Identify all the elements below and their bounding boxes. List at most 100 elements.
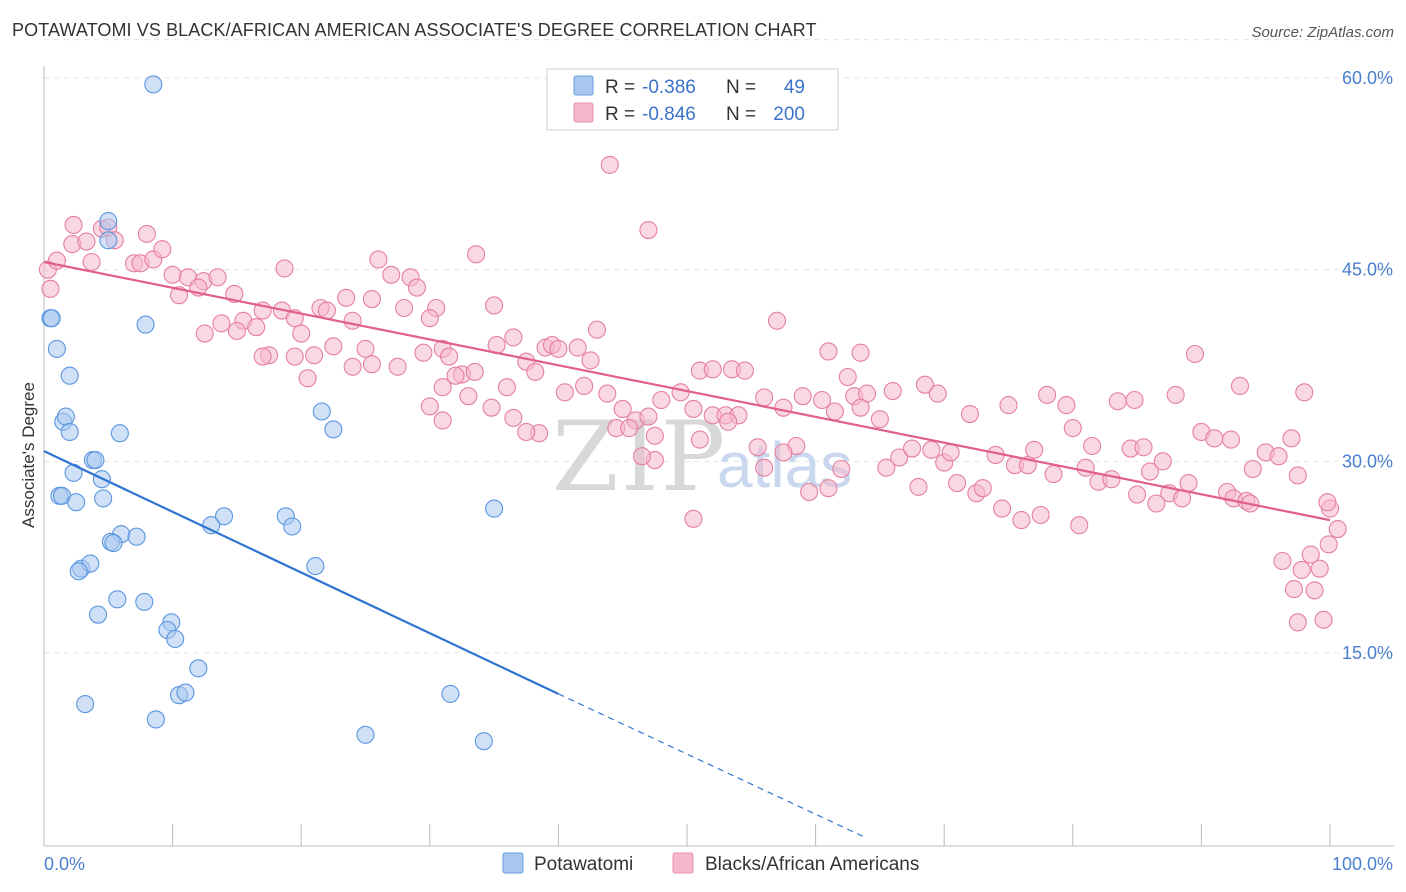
blacks-point [960,405,979,424]
blacks-point [433,411,452,430]
blacks-point [275,259,294,278]
blacks-point [414,343,433,362]
blacks-point [1288,466,1307,485]
blacks-point [800,482,819,502]
blacks-point [1310,559,1329,578]
blacks-point [343,311,362,330]
blacks-point [1319,535,1338,554]
legend-n-label: N = [726,77,756,98]
legend-swatch-blacks [573,102,594,123]
blacks-point [420,309,439,328]
potawatomi-point [108,590,127,609]
blacks-point [82,252,101,272]
blacks-point [1125,390,1144,410]
y-tick-label: 15.0% [1342,643,1393,663]
blacks-point [671,383,690,402]
blacks-point [195,324,214,343]
potawatomi-point [474,732,493,751]
blacks-point [1140,462,1160,481]
potawatomi-point [214,507,234,526]
blacks-point [163,265,182,284]
chart-title: POTAWATOMI VS BLACK/AFRICAN AMERICAN ASS… [12,20,817,40]
potawatomi-point [146,710,165,729]
blacks-point [1076,458,1095,477]
blacks-point [1292,560,1311,579]
potawatomi-point [88,605,108,624]
blacks-point [793,387,812,406]
blacks-point [465,362,484,381]
blacks-point [993,499,1012,518]
blacks-point [1057,396,1076,415]
blacks-point [382,265,401,284]
blacks-point [395,298,414,318]
blacks-point [1134,438,1153,457]
blacks-point [1301,545,1320,564]
potawatomi-point [69,562,88,581]
blacks-point [1102,470,1121,489]
blacks-point [305,346,324,365]
x-tick-label: 100.0% [1332,854,1393,874]
blacks-point [1282,429,1301,448]
potawatomi-point [60,366,79,385]
blacks-point [600,155,619,174]
potawatomi-point [60,422,79,441]
blacks-point [526,362,545,381]
blacks-point [652,390,671,410]
y-tick-label: 60.0% [1342,68,1393,88]
legend-n-value: 49 [784,77,805,98]
blacks-point [433,378,452,397]
legend-box [546,68,839,131]
potawatomi-point [94,489,113,508]
potawatomi-point [176,683,195,702]
blacks-point [812,390,832,410]
series-legend: Potawatomi Blacks/African Americans [502,852,919,875]
legend-n-value: 200 [773,104,805,125]
blacks-point [517,422,536,441]
blacks-point [819,342,838,361]
y-tick-labels: 15.0% 30.0% 45.0% 60.0% [1342,68,1393,663]
blacks-point [253,347,272,366]
potawatomi-point [189,659,208,678]
blacks-point [1243,459,1262,479]
blacks-point [774,443,793,462]
blacks-point [1269,447,1288,466]
blacks-point [497,378,517,397]
potawatomi-point [104,534,123,553]
legend-n-label: N = [726,104,756,125]
blacks-point [973,479,992,498]
blacks-point [632,447,652,466]
blacks-point [1288,613,1307,632]
blacks-point [690,430,709,449]
blacks-point [620,419,639,438]
blacks-point [420,397,439,416]
blacks-point [755,458,774,477]
potawatomi-point [76,695,95,714]
blacks-point [774,398,793,417]
blacks-point [1083,436,1102,456]
blacks-point [639,407,658,426]
potawatomi-point [356,725,375,744]
blacks-point [1318,493,1337,512]
blacks-point [1147,494,1166,513]
blacks-point [1038,385,1057,404]
blacks-point [285,347,304,366]
blacks-point [581,351,600,370]
blacks-point [1295,383,1314,402]
potawatomi-point [144,75,163,94]
trend-lines [43,260,1331,839]
blacks-point [1205,429,1224,448]
blacks-point [748,438,767,457]
y-axis-label: Associate's Degree [19,382,38,528]
blacks-point [877,458,896,477]
blacks-point [568,338,587,357]
blacks-point [247,318,266,337]
blacks-point [948,474,967,493]
potawatomi-point [99,231,118,250]
blacks-point [362,355,381,374]
blacks-point [212,314,231,333]
blacks-point [645,426,664,445]
legend-swatch-blacks [672,852,694,874]
blacks-point [1108,392,1127,411]
blacks-point [343,357,362,376]
